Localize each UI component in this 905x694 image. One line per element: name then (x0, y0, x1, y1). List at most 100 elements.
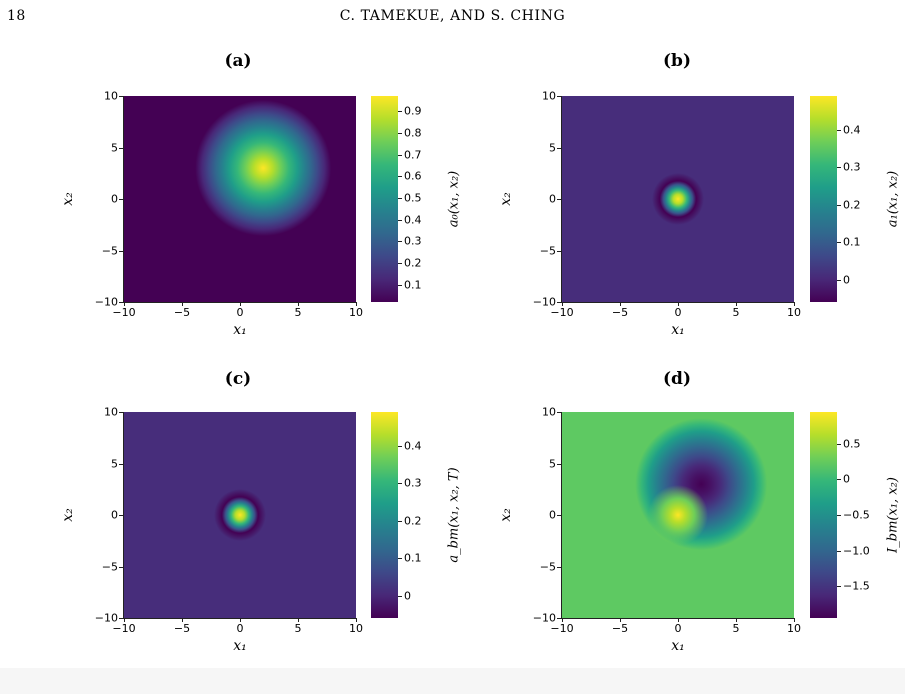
colorbar-tick-mark (398, 445, 402, 447)
x-tick-mark (736, 302, 737, 306)
y-tick-label: −5 (539, 560, 556, 573)
x-tick-mark (356, 618, 357, 622)
x-tick-label: −10 (112, 306, 136, 319)
x-tick-label: 5 (732, 622, 740, 635)
y-tick-mark (557, 96, 561, 97)
colorbar-tick-label: 0.3 (404, 476, 422, 490)
colorbar-tick-label: 0.3 (404, 234, 422, 248)
colorbar-tick-label: 0.1 (404, 278, 422, 292)
y-axis-label: x₂ (498, 192, 514, 206)
x-tick-mark (182, 302, 183, 306)
y-tick-label: 5 (111, 141, 118, 154)
x-axis-label: x₁ (233, 638, 247, 654)
colorbar-tick-label: −1.0 (843, 544, 870, 558)
x-tick-mark (562, 302, 563, 306)
y-tick-label: 5 (549, 141, 556, 154)
plot-frame (561, 96, 794, 303)
colorbar-tick-label: 0.4 (404, 439, 422, 453)
x-tick-label: 5 (294, 622, 302, 635)
colorbar-label: I_bm(x₁, x₂) (885, 477, 901, 553)
y-tick-label: −5 (101, 560, 118, 573)
colorbar-tick-label: 0.4 (843, 123, 861, 137)
y-tick-mark (557, 618, 561, 619)
y-tick-mark (119, 618, 123, 619)
y-tick-label: 0 (111, 192, 118, 206)
y-tick-mark (557, 302, 561, 303)
plot-frame (123, 96, 356, 303)
colorbar-tick-label: 0.5 (843, 437, 861, 451)
x-tick-label: −5 (611, 306, 629, 319)
colorbar-tick-label: 0.2 (843, 198, 861, 212)
page-number: 18 (7, 8, 26, 24)
colorbar-tick-label: 0.1 (843, 235, 861, 249)
x-tick-label: 10 (349, 622, 363, 635)
x-tick-label: −5 (611, 622, 629, 635)
colorbar (371, 96, 398, 302)
colorbar-tick-mark (837, 242, 841, 244)
x-tick-mark (678, 618, 679, 622)
x-tick-label: 0 (674, 306, 682, 319)
colorbar-tick-label: 0 (843, 273, 850, 287)
y-axis-label: x₂ (60, 192, 76, 206)
colorbar-tick-label: 0.1 (404, 551, 422, 565)
x-axis-label: x₁ (671, 638, 685, 654)
y-tick-label: 10 (104, 89, 118, 103)
running-head: C. TAMEKUE, AND S. CHING (339, 8, 566, 24)
x-tick-label: −10 (112, 622, 136, 635)
colorbar-tick-label: −1.5 (843, 579, 870, 593)
x-tick-label: 5 (294, 306, 302, 319)
colorbar-label: a₀(x₁, x₂) (446, 170, 462, 228)
colorbar-tick-label: 0 (404, 589, 411, 603)
heatmap (562, 412, 794, 618)
y-axis-label: x₂ (498, 508, 514, 522)
panel-label: (b) (663, 51, 691, 71)
x-tick-mark (562, 618, 563, 622)
y-tick-label: 0 (111, 508, 118, 522)
colorbar-tick-label: 0.2 (404, 514, 422, 528)
x-tick-mark (240, 618, 241, 622)
x-tick-mark (736, 618, 737, 622)
y-tick-mark (119, 302, 123, 303)
x-tick-label: 0 (236, 622, 244, 635)
y-tick-label: −5 (101, 244, 118, 257)
x-tick-label: 10 (349, 306, 363, 319)
x-tick-mark (794, 618, 795, 622)
y-tick-mark (557, 147, 561, 149)
x-tick-mark (620, 618, 621, 622)
y-tick-label: −10 (94, 611, 118, 625)
x-tick-mark (794, 302, 795, 306)
y-tick-label: 0 (549, 192, 556, 206)
colorbar-tick-mark (837, 204, 841, 206)
x-tick-label: −10 (550, 622, 574, 635)
x-tick-mark (298, 618, 299, 622)
y-tick-label: 10 (542, 405, 556, 419)
colorbar-tick-mark (837, 550, 841, 552)
x-tick-label: −10 (550, 306, 574, 319)
x-tick-label: 10 (787, 622, 801, 635)
colorbar-tick-mark (398, 197, 402, 199)
colorbar-tick-mark (398, 558, 402, 560)
y-tick-mark (119, 515, 123, 516)
colorbar-tick-label: 0.7 (404, 148, 422, 162)
panel-label: (d) (663, 369, 691, 389)
colorbar-label: a_bm(x₁, x₂, T) (446, 467, 462, 563)
x-axis-label: x₁ (233, 322, 247, 338)
colorbar-tick-mark (837, 443, 841, 445)
x-tick-mark (620, 302, 621, 306)
colorbar-tick-mark (837, 279, 841, 281)
y-tick-mark (119, 96, 123, 97)
colorbar (371, 412, 398, 618)
colorbar-tick-label: −0.5 (843, 508, 870, 522)
y-tick-label: −10 (532, 295, 556, 309)
colorbar-tick-mark (398, 520, 402, 522)
y-tick-mark (119, 463, 123, 465)
colorbar-tick-mark (398, 219, 402, 221)
y-tick-label: 10 (104, 405, 118, 419)
x-tick-mark (124, 302, 125, 306)
colorbar-tick-mark (837, 515, 841, 516)
y-tick-label: −10 (94, 295, 118, 309)
colorbar-tick-label: 0.4 (404, 213, 422, 227)
caption-strip (0, 668, 905, 694)
y-tick-mark (119, 147, 123, 149)
panel-label: (a) (224, 51, 252, 71)
